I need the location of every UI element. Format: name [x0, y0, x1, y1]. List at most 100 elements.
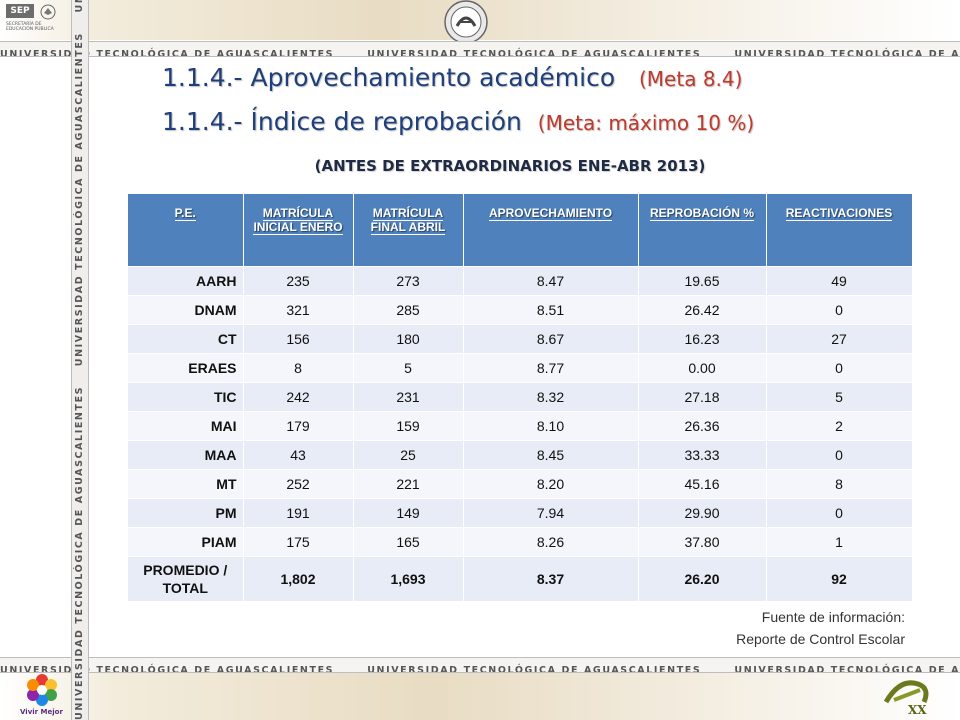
value-cell: 0	[766, 352, 913, 382]
value-cell: 8	[243, 352, 354, 382]
value-cell: 231	[353, 381, 464, 411]
stripe-text: UNIVERSIDAD TECNOLÓGICA DE AGUASCALIENTE…	[734, 665, 960, 673]
stripe-text: UNIVERSIDAD TECNOLÓGICA DE AGUASCALIENTE…	[0, 49, 335, 57]
program-cell: MT	[128, 468, 244, 498]
title-main: 1.1.4.- Índice de reprobación	[162, 107, 522, 136]
value-cell: 2	[766, 410, 913, 440]
program-cell: MAI	[128, 410, 244, 440]
program-cell: TIC	[128, 381, 244, 411]
table-row: MAI 179 159 8.10 26.36 2	[128, 410, 913, 440]
value-cell: 156	[243, 323, 354, 353]
value-cell: 5	[353, 352, 464, 382]
stripe-text: UNIVERSIDAD TECNOLÓGICA DE AGUASCALIENTE…	[0, 665, 335, 673]
column-header: REPROBACIÓN %	[638, 194, 767, 266]
table-row: PM 191 149 7.94 29.90 0	[128, 497, 913, 527]
value-cell: 285	[353, 294, 464, 324]
title-reprobacion: 1.1.4.- Índice de reprobación (Meta: máx…	[162, 107, 754, 136]
value-cell: 33.33	[638, 439, 767, 469]
value-cell: 8.20	[463, 468, 639, 498]
results-table: P.E. MATRÍCULA INICIAL ENERO MATRÍCULA F…	[128, 194, 913, 601]
column-header: MATRÍCULA INICIAL ENERO	[243, 194, 354, 266]
eagle-emblem-icon	[40, 4, 56, 20]
value-cell: 8.26	[463, 526, 639, 556]
value-cell: 0.00	[638, 352, 767, 382]
column-header: MATRÍCULA FINAL ABRIL	[353, 194, 464, 266]
value-cell: 49	[766, 265, 913, 295]
title-aprovechamiento: 1.1.4.- Aprovechamiento académico (Meta …	[162, 63, 742, 92]
value-cell: 27	[766, 323, 913, 353]
value-cell: 191	[243, 497, 354, 527]
value-cell: 16.23	[638, 323, 767, 353]
column-header: P.E.	[128, 194, 244, 266]
sep-logo: SEP SECRETARÍA DE EDUCACIÓN PÚBLICA	[6, 4, 66, 38]
bottom-banner	[0, 672, 960, 720]
total-label-cell: PROMEDIO / TOTAL	[128, 555, 244, 601]
value-cell: 27.18	[638, 381, 767, 411]
table-row: MAA 43 25 8.45 33.33 0	[128, 439, 913, 469]
value-cell: 26.36	[638, 410, 767, 440]
value-cell: 179	[243, 410, 354, 440]
table-row: PIAM 175 165 8.26 37.80 1	[128, 526, 913, 556]
sep-subtitle: SECRETARÍA DE EDUCACIÓN PÚBLICA	[6, 22, 54, 32]
value-cell: 175	[243, 526, 354, 556]
title-meta: (Meta 8.4)	[639, 67, 743, 91]
value-cell: 43	[243, 439, 354, 469]
value-cell: 180	[353, 323, 464, 353]
value-cell: 8.67	[463, 323, 639, 353]
top-university-stripe: UNIVERSIDAD TECNOLÓGICA DE AGUASCALIENTE…	[0, 41, 960, 57]
value-cell: 0	[766, 439, 913, 469]
vivir-mejor-label: Vivir Mejor	[20, 708, 63, 716]
value-cell: 5	[766, 381, 913, 411]
program-cell: PM	[128, 497, 244, 527]
total-value-cell: 26.20	[638, 555, 767, 601]
source-line: Reporte de Control Escolar	[736, 631, 905, 647]
source-note: Fuente de información: Reporte de Contro…	[736, 606, 905, 650]
program-cell: ERAES	[128, 352, 244, 382]
value-cell: 221	[353, 468, 464, 498]
bottom-university-stripe: UNIVERSIDAD TECNOLÓGICA DE AGUASCALIENTE…	[0, 657, 960, 673]
svg-text:XX: XX	[908, 703, 927, 717]
program-cell: PIAM	[128, 526, 244, 556]
value-cell: 8.45	[463, 439, 639, 469]
title-meta: (Meta: máximo 10 %)	[537, 111, 755, 135]
value-cell: 8.51	[463, 294, 639, 324]
value-cell: 242	[243, 381, 354, 411]
value-cell: 8.77	[463, 352, 639, 382]
value-cell: 8.47	[463, 265, 639, 295]
value-cell: 19.65	[638, 265, 767, 295]
value-cell: 252	[243, 468, 354, 498]
program-cell: MAA	[128, 439, 244, 469]
value-cell: 37.80	[638, 526, 767, 556]
stripe-text: UNIVERSIDAD TECNOLÓGICA DE AGUASCALIENTE…	[367, 665, 702, 673]
table-row: DNAM 321 285 8.51 26.42 0	[128, 294, 913, 324]
value-cell: 8.32	[463, 381, 639, 411]
total-row: PROMEDIO / TOTAL 1,802 1,693 8.37 26.20 92	[128, 555, 913, 601]
program-cell: DNAM	[128, 294, 244, 324]
value-cell: 8	[766, 468, 913, 498]
value-cell: 7.94	[463, 497, 639, 527]
stripe-text: UNIVERSIDAD TECNOLÓGICA DE AGUASCALIENTE…	[367, 49, 702, 57]
total-value-cell: 92	[766, 555, 913, 601]
column-header: APROVECHAMIENTO	[463, 194, 639, 266]
total-value-cell: 8.37	[463, 555, 639, 601]
column-header: REACTIVACIONES	[766, 194, 913, 266]
value-cell: 1	[766, 526, 913, 556]
table-row: CT 156 180 8.67 16.23 27	[128, 323, 913, 353]
value-cell: 165	[353, 526, 464, 556]
table-row: ERAES 8 5 8.77 0.00 0	[128, 352, 913, 382]
vertical-university-stripe: UNIVERSIDAD TECNOLÓGICA DE AGUASCALIENTE…	[71, 0, 89, 720]
value-cell: 0	[766, 497, 913, 527]
total-value-cell: 1,802	[243, 555, 354, 601]
table-row: TIC 242 231 8.32 27.18 5	[128, 381, 913, 411]
program-cell: CT	[128, 323, 244, 353]
total-value-cell: 1,693	[353, 555, 464, 601]
table-row: AARH 235 273 8.47 19.65 49	[128, 265, 913, 295]
ut-anniversary-logo-icon: XX	[883, 680, 929, 717]
value-cell: 0	[766, 294, 913, 324]
value-cell: 29.90	[638, 497, 767, 527]
value-cell: 159	[353, 410, 464, 440]
value-cell: 235	[243, 265, 354, 295]
sep-label: SEP	[6, 4, 34, 18]
vertical-stripe-text: UNIVERSIDAD TECNOLÓGICA DE AGUASCALIENTE…	[74, 0, 85, 720]
value-cell: 8.10	[463, 410, 639, 440]
